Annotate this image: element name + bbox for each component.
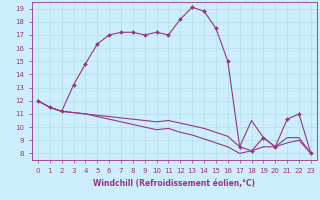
X-axis label: Windchill (Refroidissement éolien,°C): Windchill (Refroidissement éolien,°C) xyxy=(93,179,255,188)
